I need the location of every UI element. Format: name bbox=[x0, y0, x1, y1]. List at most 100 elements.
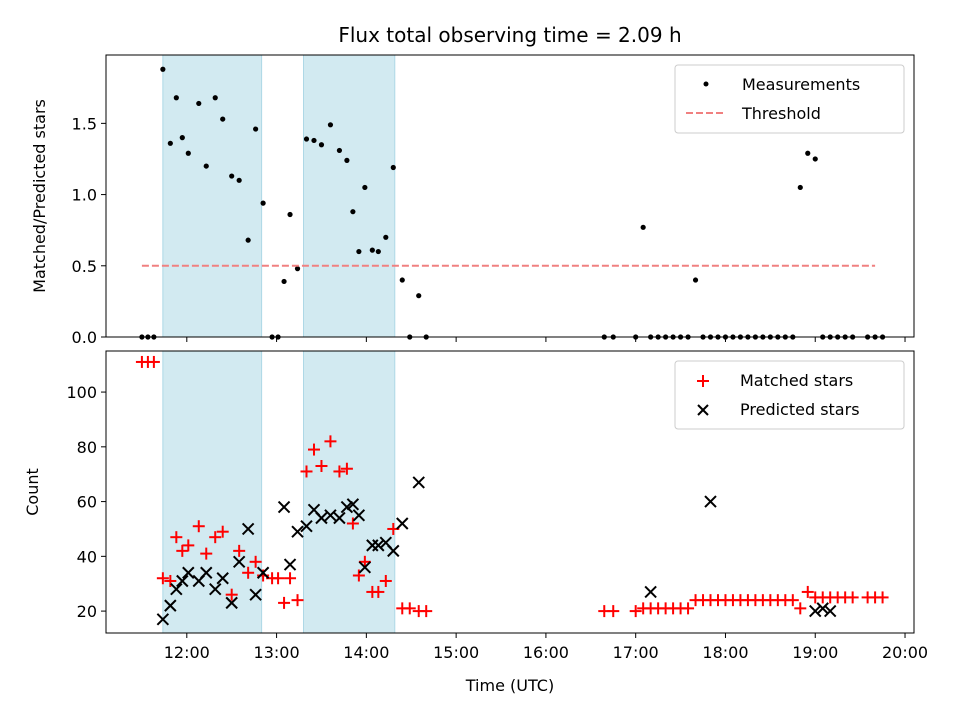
measurements-point bbox=[390, 164, 396, 171]
matched-stars-point bbox=[164, 574, 177, 587]
predicted-stars-point bbox=[225, 596, 238, 610]
top-plot-marks bbox=[139, 66, 886, 340]
measurements-point bbox=[369, 247, 375, 253]
predicted-stars-point bbox=[412, 476, 425, 489]
measurements-point bbox=[179, 135, 185, 141]
measurements-point bbox=[812, 156, 818, 162]
matched-stars-point bbox=[352, 569, 365, 582]
matched-stars-point bbox=[272, 572, 285, 585]
measurements-point bbox=[399, 277, 405, 283]
x-tick-label: 12:00 bbox=[164, 643, 210, 662]
predicted-stars-point bbox=[176, 574, 189, 588]
bottom-y-tick-label: 60 bbox=[77, 493, 97, 512]
bottom-shaded-region-2 bbox=[303, 350, 396, 634]
predicted-stars-point bbox=[300, 520, 313, 533]
legend-threshold-label: Threshold bbox=[741, 104, 821, 123]
measurements-point bbox=[287, 211, 293, 218]
measurements-point bbox=[318, 142, 325, 148]
predicted-stars-point bbox=[291, 525, 304, 538]
matched-stars-point bbox=[170, 531, 183, 544]
matched-stars-point bbox=[372, 585, 385, 598]
matched-stars-point bbox=[291, 594, 304, 607]
matched-stars-point bbox=[682, 602, 695, 615]
top-y-tick-label: 1.5 bbox=[72, 114, 97, 133]
x-tick-label: 15:00 bbox=[433, 643, 479, 662]
top-y-tick-label: 0.0 bbox=[72, 328, 97, 347]
measurements-point bbox=[245, 237, 251, 243]
matched-stars-point bbox=[156, 572, 169, 585]
matched-stars-point bbox=[629, 605, 642, 618]
bottom-y-axis-label: Count bbox=[23, 468, 42, 516]
legend-matched-label: Matched stars bbox=[740, 371, 853, 390]
measurements-point bbox=[797, 184, 803, 191]
matched-stars-point bbox=[607, 605, 620, 618]
top-panel: 0.0 0.5 1.0 1.5 Flux total observing time =… bbox=[30, 23, 915, 347]
bottom-legend: Matched stars Predicted stars bbox=[674, 360, 905, 430]
measurements-point bbox=[236, 177, 242, 183]
measurements-point bbox=[196, 100, 202, 107]
measurements-point bbox=[253, 126, 259, 132]
predicted-stars-point bbox=[216, 572, 229, 585]
measurements-point bbox=[303, 136, 310, 142]
top-shaded-region-1 bbox=[162, 54, 263, 338]
measurements-point bbox=[344, 157, 350, 163]
predicted-stars-point bbox=[256, 566, 270, 579]
predicted-stars-point bbox=[346, 498, 360, 511]
predicted-stars-point bbox=[809, 604, 822, 618]
bottom-y-tick-label: 20 bbox=[77, 602, 97, 621]
measurements-point bbox=[160, 66, 166, 72]
predicted-stars-point bbox=[249, 588, 262, 601]
top-shaded-region-2 bbox=[303, 54, 396, 338]
top-y-tick-label: 1.0 bbox=[72, 186, 97, 205]
predicted-stars-point bbox=[396, 517, 409, 530]
x-tick-label: 19:00 bbox=[792, 643, 838, 662]
predicted-stars-point bbox=[372, 539, 385, 552]
top-legend-box bbox=[674, 64, 905, 134]
predicted-stars-point bbox=[283, 558, 297, 571]
matched-stars-point bbox=[794, 602, 807, 615]
measurements-point bbox=[167, 140, 173, 146]
matched-stars-point bbox=[209, 531, 222, 544]
top-y-axis: 0.0 0.5 1.0 1.5 bbox=[72, 114, 106, 347]
x-tick-label: 14:00 bbox=[343, 643, 389, 662]
measurements-point bbox=[281, 278, 287, 285]
x-tick-label: 20:00 bbox=[882, 643, 928, 662]
measurements-point bbox=[383, 234, 389, 240]
bottom-y-axis: 20 40 60 80 100 bbox=[66, 383, 106, 621]
predicted-stars-point bbox=[170, 582, 183, 596]
measurements-point bbox=[336, 147, 343, 154]
legend-predicted-label: Predicted stars bbox=[740, 400, 860, 419]
matched-stars-point bbox=[200, 547, 213, 560]
predicted-stars-point bbox=[164, 599, 177, 612]
measurements-point bbox=[203, 163, 209, 169]
measurements-point bbox=[416, 293, 422, 299]
predicted-stars-point bbox=[358, 561, 372, 574]
measurements-point bbox=[173, 95, 179, 101]
measurements-point bbox=[260, 200, 266, 206]
matched-stars-point bbox=[346, 517, 359, 530]
matched-stars-point bbox=[233, 544, 246, 557]
matched-stars-point bbox=[182, 539, 195, 552]
measurements-point bbox=[294, 266, 301, 272]
predicted-stars-point bbox=[156, 613, 170, 626]
matched-stars-point bbox=[379, 574, 392, 587]
matched-stars-point bbox=[216, 525, 229, 538]
measurements-point bbox=[220, 116, 226, 122]
measurements-point bbox=[311, 137, 317, 144]
bottom-panel: 20 40 60 80 100 12:00 13:00 14:00 15:00 16:00 17:… bbox=[23, 350, 928, 695]
predicted-stars-point bbox=[241, 522, 255, 536]
measurements-point bbox=[185, 150, 191, 156]
legend-matched-marker bbox=[697, 375, 709, 387]
measurements-point bbox=[212, 95, 218, 101]
predicted-stars-point bbox=[387, 544, 400, 558]
matched-stars-point bbox=[278, 596, 291, 609]
bottom-axes-frame bbox=[105, 350, 915, 634]
matched-stars-point bbox=[249, 555, 262, 568]
matched-stars-point bbox=[225, 588, 238, 601]
predicted-stars-point bbox=[315, 511, 328, 525]
predicted-stars-point bbox=[232, 555, 246, 569]
matched-stars-point bbox=[801, 585, 814, 598]
matched-stars-point bbox=[340, 462, 353, 475]
x-tick-label: 13:00 bbox=[254, 643, 300, 662]
